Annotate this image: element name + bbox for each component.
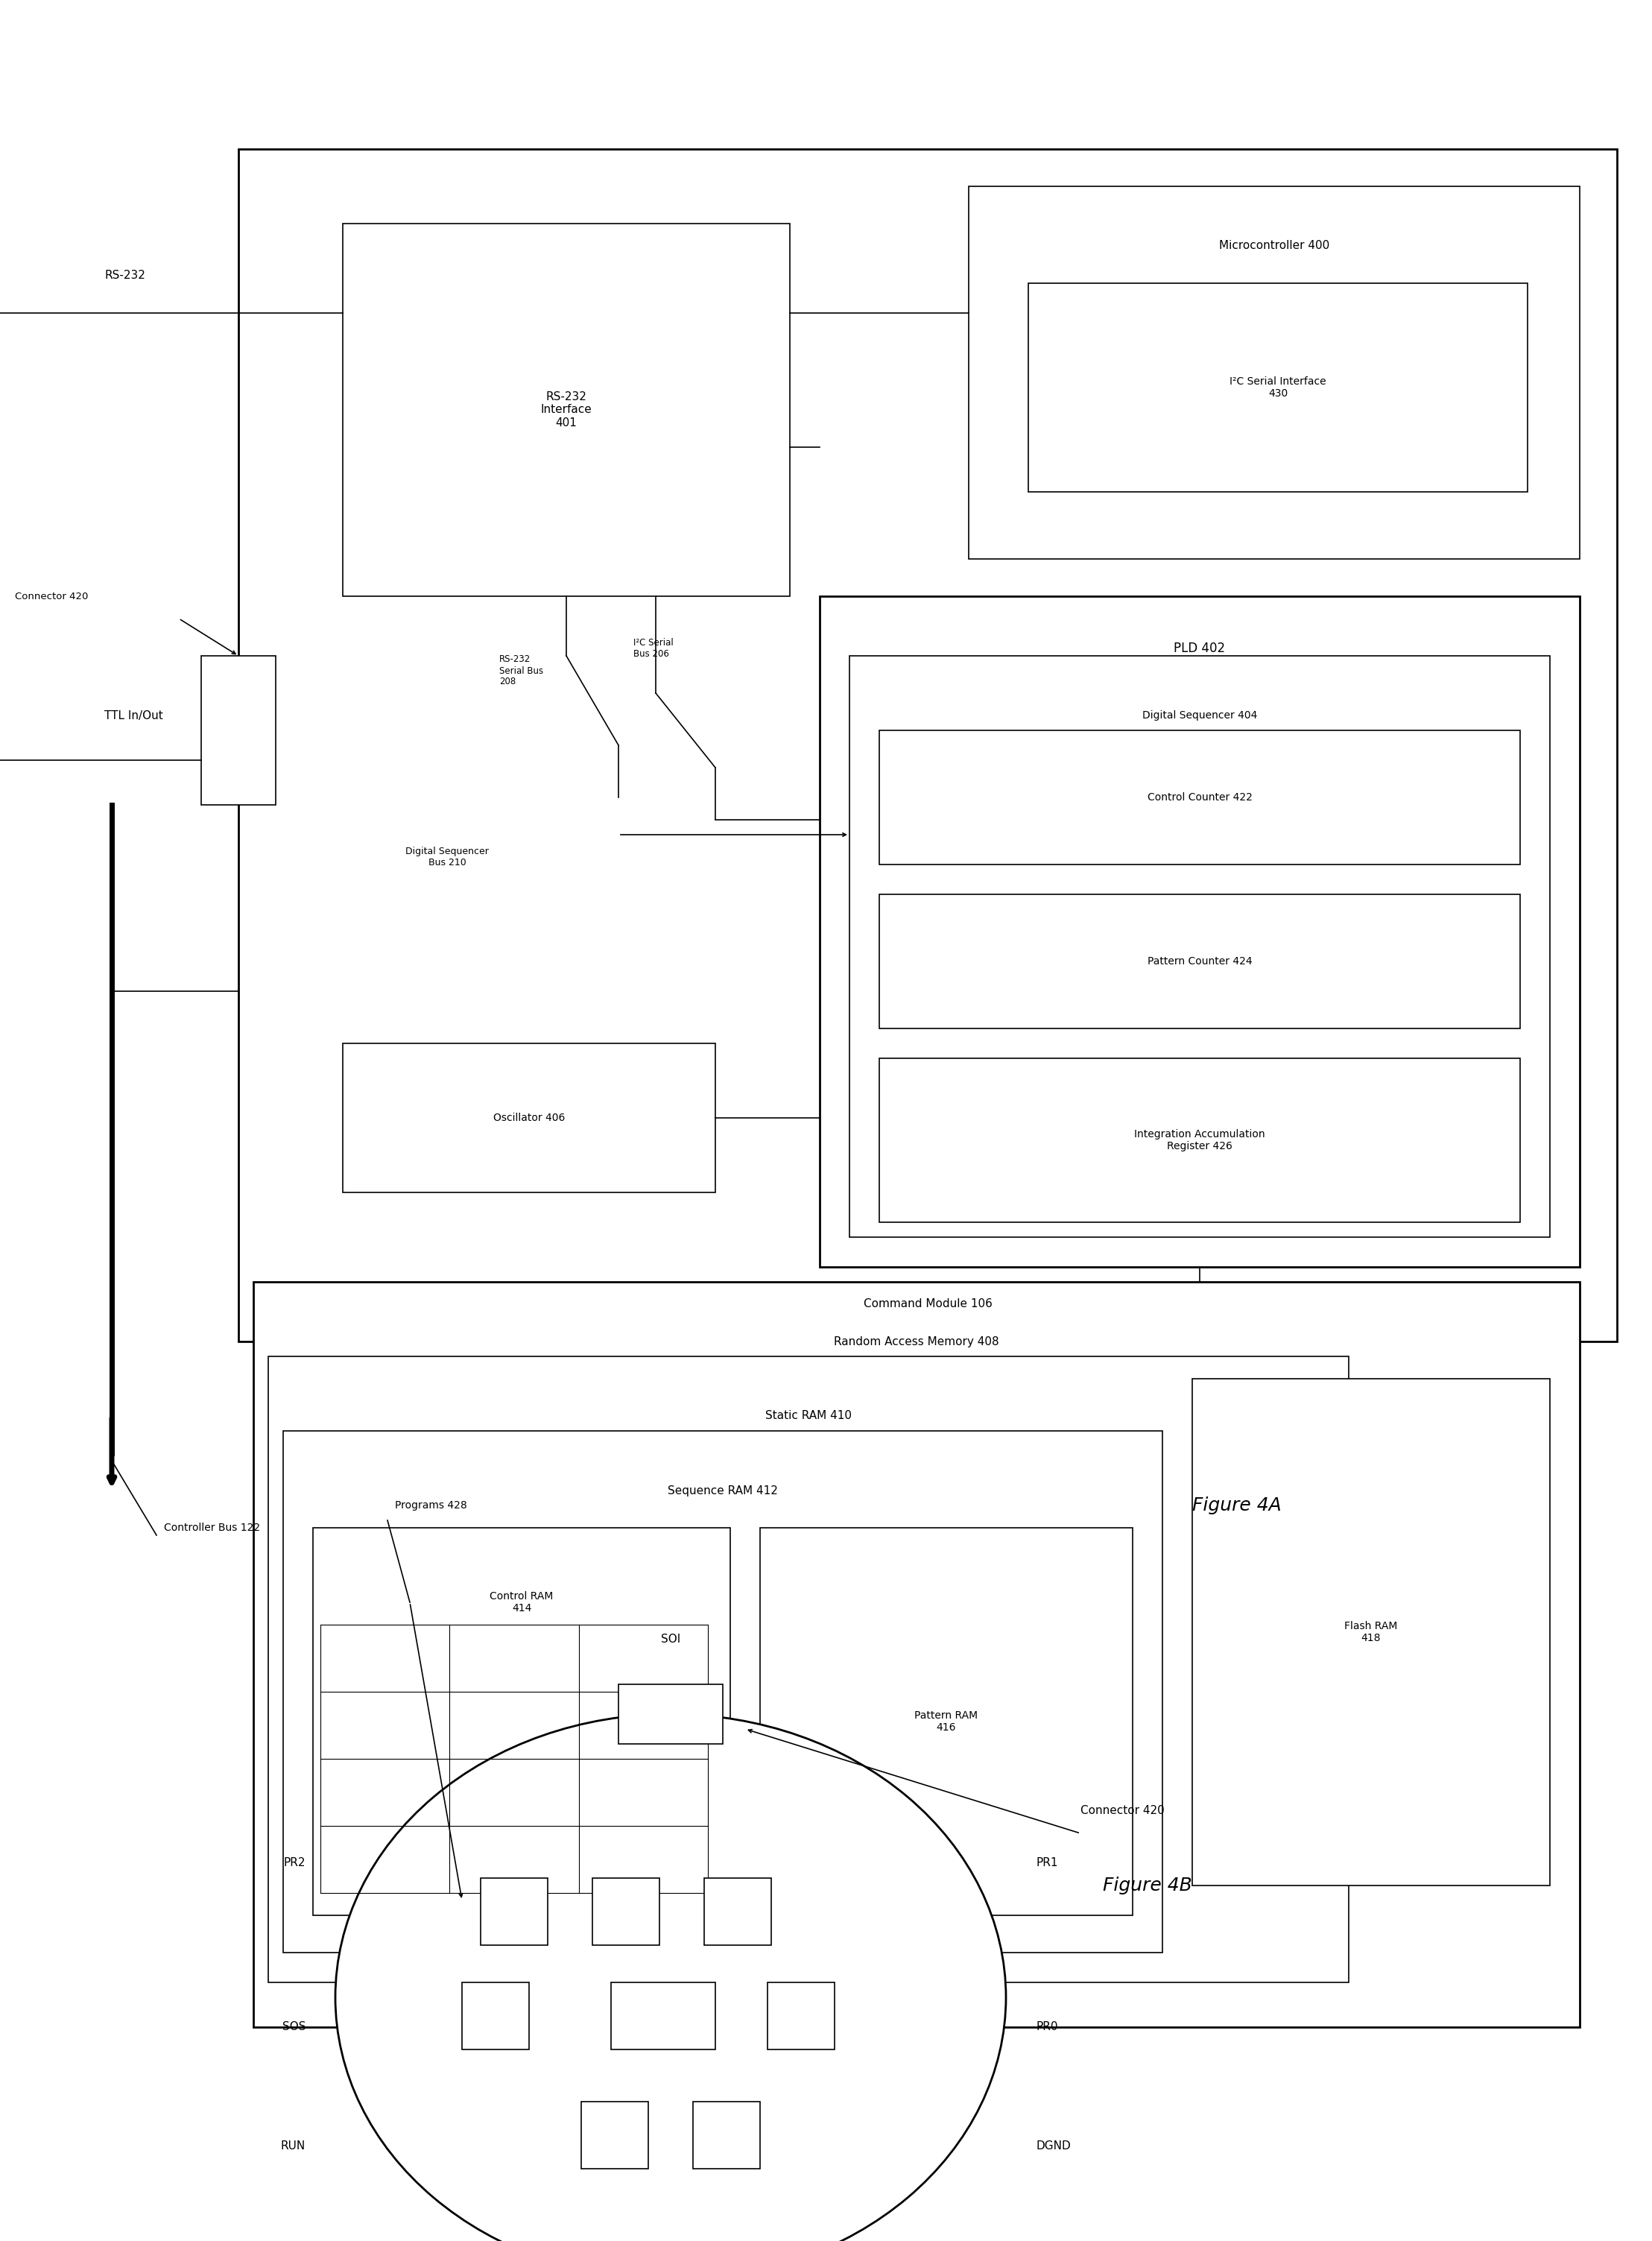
Text: Random Access Memory 408: Random Access Memory 408 (834, 1336, 999, 1347)
Text: Integration Accumulation
Register 426: Integration Accumulation Register 426 (1135, 1129, 1265, 1152)
Bar (704, 1878, 771, 1945)
Text: SOI: SOI (661, 1634, 681, 1645)
Bar (692, 2102, 760, 2169)
Bar (849, 657, 1550, 1237)
Text: RS-232
Interface
401: RS-232 Interface 401 (540, 392, 591, 428)
Bar (582, 2102, 648, 2169)
Bar (463, 1983, 529, 2051)
Bar (268, 1356, 1348, 1983)
Bar (879, 731, 1520, 865)
Bar (768, 1983, 834, 2051)
Text: RS-232
Serial Bus
208: RS-232 Serial Bus 208 (499, 654, 544, 686)
Bar (611, 1983, 715, 2051)
Bar (202, 657, 276, 805)
Bar (253, 1282, 1579, 2028)
Text: Pattern Counter 424: Pattern Counter 424 (1146, 957, 1252, 966)
Text: Connector 420: Connector 420 (15, 592, 88, 601)
Bar (282, 1432, 1163, 1952)
Text: Controller Bus 122: Controller Bus 122 (164, 1522, 259, 1533)
Text: I²C Serial
Bus 206: I²C Serial Bus 206 (633, 639, 674, 659)
Text: Flash RAM
418: Flash RAM 418 (1345, 1620, 1398, 1643)
Ellipse shape (335, 1714, 1006, 2241)
Text: RUN: RUN (281, 2140, 306, 2151)
Bar (312, 1528, 730, 1916)
Text: PR2: PR2 (284, 1858, 306, 1869)
Bar (238, 150, 1617, 1342)
Text: Connector 420: Connector 420 (1080, 1806, 1165, 1817)
Text: Figure 4A: Figure 4A (1193, 1497, 1282, 1515)
Text: PR1: PR1 (1036, 1858, 1057, 1869)
Text: Digital Sequencer
Bus 210: Digital Sequencer Bus 210 (405, 847, 489, 867)
Text: Figure 4B: Figure 4B (1104, 1876, 1193, 1894)
Bar (618, 1685, 724, 1743)
Text: Control RAM
414: Control RAM 414 (489, 1591, 553, 1614)
Bar (879, 894, 1520, 1029)
Bar (819, 596, 1579, 1266)
Text: Static RAM 410: Static RAM 410 (765, 1410, 852, 1421)
Text: Pattern RAM
416: Pattern RAM 416 (915, 1710, 978, 1732)
Text: DGND: DGND (1036, 2140, 1070, 2151)
Text: Sequence RAM 412: Sequence RAM 412 (667, 1486, 778, 1497)
Text: TTL In/Out: TTL In/Out (104, 710, 164, 722)
Text: I²C Serial Interface
430: I²C Serial Interface 430 (1229, 376, 1327, 399)
Text: Command Module 106: Command Module 106 (864, 1298, 993, 1309)
Text: Control Counter 422: Control Counter 422 (1146, 793, 1252, 802)
Text: Programs 428: Programs 428 (395, 1499, 468, 1510)
Text: RS-232: RS-232 (104, 271, 145, 282)
Bar (968, 186, 1579, 558)
Text: Oscillator 406: Oscillator 406 (494, 1114, 565, 1123)
Bar (879, 1058, 1520, 1221)
Bar (481, 1878, 548, 1945)
Text: Digital Sequencer 404: Digital Sequencer 404 (1142, 710, 1257, 722)
Bar (342, 1044, 715, 1192)
Bar (1028, 282, 1528, 491)
Text: PLD 402: PLD 402 (1175, 641, 1226, 654)
Bar (593, 1878, 659, 1945)
Bar (1193, 1378, 1550, 1885)
Bar (760, 1528, 1133, 1916)
Text: PR0: PR0 (1036, 2021, 1057, 2033)
Bar (342, 224, 790, 596)
Text: Microcontroller 400: Microcontroller 400 (1219, 240, 1330, 251)
Text: SOS: SOS (282, 2021, 306, 2033)
